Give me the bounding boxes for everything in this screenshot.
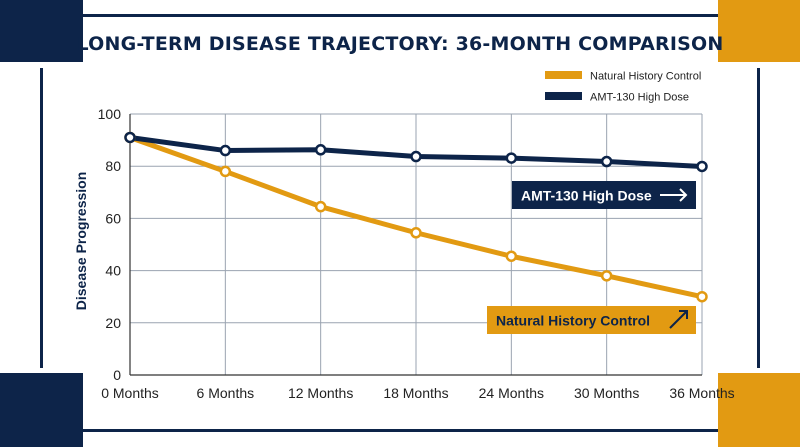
legend: Natural History Control AMT-130 High Dose <box>545 71 701 104</box>
legend-label: AMT-130 High Dose <box>590 92 689 104</box>
y-tick-label: 20 <box>105 315 121 331</box>
data-point-natural-history-control <box>410 227 422 239</box>
corner-block-bottom-right <box>718 373 800 447</box>
data-point-amt-130-high-dose <box>600 155 613 168</box>
axes <box>129 114 702 376</box>
y-tick-label: 40 <box>105 263 121 279</box>
data-point-natural-history-control <box>219 165 232 178</box>
y-tick-label: 80 <box>105 158 121 174</box>
corner-block-top-right <box>718 0 800 62</box>
x-tick-label: 36 Months <box>669 385 734 401</box>
legend-swatch <box>545 71 582 79</box>
data-point-natural-history-control <box>505 250 518 262</box>
x-tick-label: 24 Months <box>479 385 544 401</box>
callout-label-amt130: AMT-130 High Dose <box>521 188 652 204</box>
y-tick-label: 100 <box>98 106 122 122</box>
data-point-amt-130-high-dose <box>696 160 708 173</box>
y-tick-labels: 0 20 40 60 80 100 <box>98 106 122 383</box>
frame-right-bar <box>757 68 760 368</box>
x-tick-label: 0 Months <box>101 385 159 401</box>
chart-title: LONG-TERM DISEASE TRAJECTORY: 36-MONTH C… <box>76 33 724 55</box>
frame-top-line <box>83 14 718 17</box>
callout-box-natural-history <box>487 306 696 334</box>
y-tick-label: 60 <box>105 210 121 226</box>
x-tick-label: 30 Months <box>574 385 639 401</box>
data-point-natural-history-control <box>696 290 708 303</box>
frame-bottom-line <box>83 429 718 432</box>
data-point-amt-130-high-dose <box>219 144 232 157</box>
data-point-natural-history-control <box>600 270 613 282</box>
up-right-arrow-icon <box>679 310 688 319</box>
y-axis-label: Disease Progression <box>73 172 89 311</box>
data-point-amt-130-high-dose <box>314 144 327 156</box>
corner-block-bottom-left <box>0 373 83 447</box>
y-tick-label: 0 <box>113 367 121 383</box>
legend-swatch <box>545 92 582 100</box>
data-point-natural-history-control <box>314 200 327 213</box>
data-point-amt-130-high-dose <box>124 131 136 144</box>
x-tick-label: 18 Months <box>383 385 448 401</box>
x-tick-label: 12 Months <box>288 385 353 401</box>
frame-left-bar <box>40 68 43 368</box>
legend-label: Natural History Control <box>590 71 701 83</box>
callouts: AMT-130 High Dose Natural History Control <box>487 181 696 334</box>
series-points <box>124 131 708 303</box>
x-tick-label: 6 Months <box>197 385 255 401</box>
data-point-amt-130-high-dose <box>410 150 422 163</box>
corner-block-top-left <box>0 0 83 62</box>
data-point-amt-130-high-dose <box>505 152 518 164</box>
x-tick-labels: 0 Months 6 Months 12 Months 18 Months 24 Mon… <box>101 385 734 401</box>
up-right-arrow-icon <box>669 310 688 329</box>
right-arrow-icon <box>679 188 688 202</box>
callout-label-natural-history: Natural History Control <box>496 313 650 329</box>
